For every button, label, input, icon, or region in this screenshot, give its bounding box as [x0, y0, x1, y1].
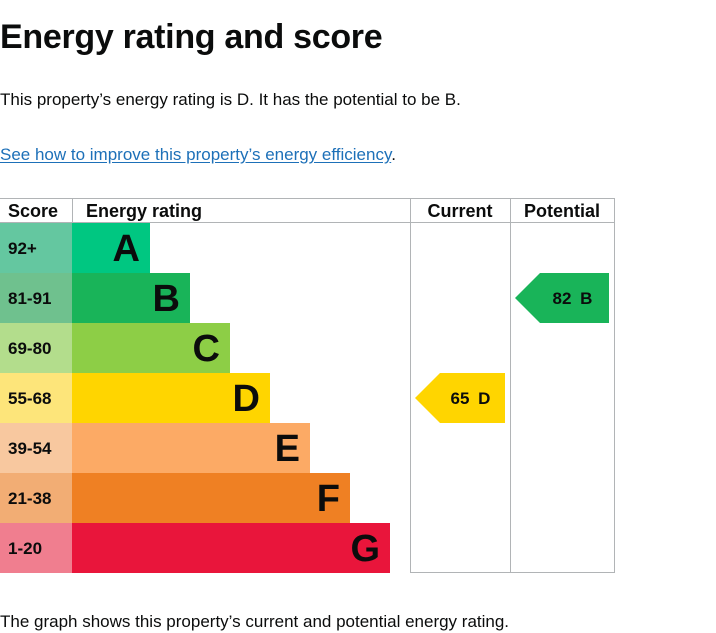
current-rating-label: 65 D [451, 389, 491, 408]
score-range-b: 81-91 [8, 289, 51, 308]
grid-layer [0, 198, 615, 573]
score-cell-a [0, 223, 72, 273]
score-range-f: 21-38 [8, 489, 51, 508]
rating-bar-e [72, 423, 310, 473]
link-suffix: . [391, 145, 396, 164]
score-range-e: 39-54 [8, 439, 52, 458]
rating-summary: This property’s energy rating is D. It h… [0, 90, 461, 109]
rating-letter-b: B [153, 278, 180, 320]
header-potential: Potential [524, 201, 600, 221]
graph-description: The graph shows this property’s current … [0, 612, 510, 631]
rating-bar-a [72, 223, 150, 273]
rating-letter-a: A [113, 228, 140, 270]
header-energy-rating: Energy rating [86, 201, 202, 221]
score-range-g: 1-20 [8, 539, 42, 558]
page-title: Energy rating and score [0, 18, 383, 56]
rating-bar-g [72, 523, 390, 573]
bands-layer: 92+ A 81-91 B 69-80 C 55-68 D 39-54 E 21-38 F 1-20 G [0, 223, 390, 573]
rating-bar-c [72, 323, 230, 373]
score-range-a: 92+ [8, 239, 37, 258]
rating-letter-c: C [193, 328, 220, 370]
score-cell-f [0, 473, 72, 523]
improve-efficiency-link[interactable]: See how to improve this property’s energ… [0, 145, 392, 164]
markers-layer: 65 D 82 B [415, 273, 609, 423]
rating-letter-d: D [233, 378, 260, 420]
rating-letter-f: F [317, 478, 340, 520]
score-cell-e [0, 423, 72, 473]
header-layer: Score Energy rating Current Potential [8, 201, 600, 221]
rating-bar-d [72, 373, 270, 423]
rating-letter-e: E [275, 428, 300, 470]
score-cell-d [0, 373, 72, 423]
potential-rating-arrow [515, 273, 609, 323]
rating-bar-f [72, 473, 350, 523]
current-rating-arrow [415, 373, 505, 423]
score-cell-b [0, 273, 72, 323]
improve-link-line: See how to improve this property’s energ… [0, 145, 396, 165]
score-range-d: 55-68 [8, 389, 51, 408]
rating-bar-b [72, 273, 190, 323]
score-cell-c [0, 323, 72, 373]
score-range-c: 69-80 [8, 339, 51, 358]
rating-letter-g: G [350, 528, 380, 570]
header-current: Current [427, 201, 492, 221]
potential-rating-label: 82 B [553, 289, 593, 308]
header-score: Score [8, 201, 58, 221]
score-cell-g [0, 523, 72, 573]
